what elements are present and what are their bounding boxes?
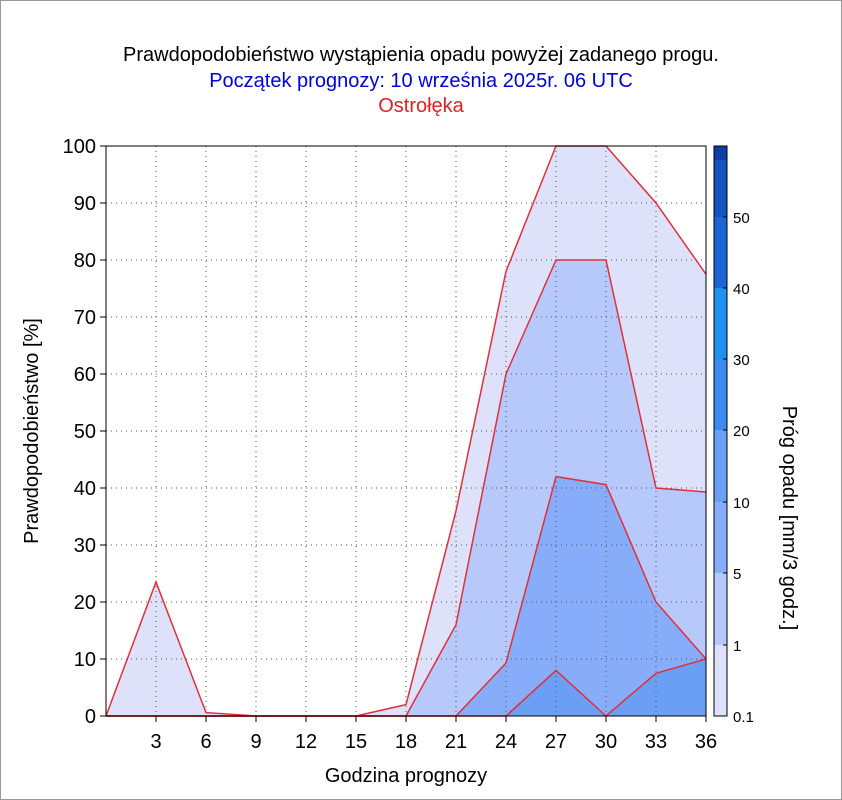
x-tick-label: 24 <box>495 731 517 753</box>
chart-title: Prawdopodobieństwo wystąpienia opadu pow… <box>123 44 719 66</box>
chart-location: Ostrołęka <box>378 95 464 117</box>
x-tick-label: 21 <box>445 731 467 753</box>
colorbar-band <box>714 359 727 430</box>
colorbar-band <box>714 160 727 217</box>
colorbar-tick-label: 0.1 <box>733 709 754 726</box>
colorbar-tick-label: 40 <box>733 281 750 298</box>
x-tick-label: 18 <box>395 731 417 753</box>
colorbar-band <box>714 430 727 502</box>
x-tick-label: 6 <box>200 731 211 753</box>
colorbar-tick-label: 30 <box>733 352 750 369</box>
colorbar-tick-label: 50 <box>733 210 750 227</box>
x-tick-label: 30 <box>595 731 617 753</box>
colorbar-border <box>713 145 728 717</box>
x-axis-label: Godzina prognozy <box>325 765 487 787</box>
y-tick-label: 10 <box>74 649 96 671</box>
y-axis-label: Prawdopodobieństwo [%] <box>21 318 43 544</box>
y-tick-label: 60 <box>74 364 96 386</box>
x-tick-label: 9 <box>250 731 261 753</box>
chart-subtitle: Początek prognozy: 10 września 2025r. 06… <box>209 70 633 92</box>
colorbar-tick-label: 10 <box>733 495 750 512</box>
y-tick-label: 20 <box>74 592 96 614</box>
y-tick-label: 0 <box>85 706 96 728</box>
x-tick-label: 3 <box>150 731 161 753</box>
colorbar-tick-label: 20 <box>733 423 750 440</box>
x-tick-label: 36 <box>695 731 717 753</box>
y-tick-label: 30 <box>74 535 96 557</box>
colorbar-tick-label: 5 <box>733 566 741 583</box>
colorbar-band <box>714 146 727 160</box>
x-tick-label: 33 <box>645 731 667 753</box>
x-tick-label: 27 <box>545 731 567 753</box>
colorbar-band <box>714 288 727 359</box>
colorbar-tick-label: 1 <box>733 638 741 655</box>
y-tick-label: 80 <box>74 250 96 272</box>
y-axis-ticks: 0 10 20 30 40 50 60 70 80 90 100 <box>63 136 106 728</box>
y-tick-label: 70 <box>74 307 96 329</box>
y-tick-label: 50 <box>74 421 96 443</box>
grid-lines <box>106 146 706 716</box>
y-tick-label: 100 <box>63 136 96 158</box>
colorbar-label: Próg opadu [mm/3 godz.] <box>778 406 800 631</box>
colorbar-band <box>714 502 727 573</box>
colorbar-band <box>714 573 727 645</box>
colorbar: 0.1 1 5 10 20 30 40 50 <box>713 145 754 726</box>
x-axis-ticks: 3 6 9 12 15 18 21 24 27 30 33 36 <box>150 716 717 753</box>
colorbar-band <box>714 645 727 716</box>
x-tick-label: 15 <box>345 731 367 753</box>
y-tick-label: 90 <box>74 193 96 215</box>
colorbar-band <box>714 217 727 288</box>
x-tick-label: 12 <box>295 731 317 753</box>
y-tick-label: 40 <box>74 478 96 500</box>
